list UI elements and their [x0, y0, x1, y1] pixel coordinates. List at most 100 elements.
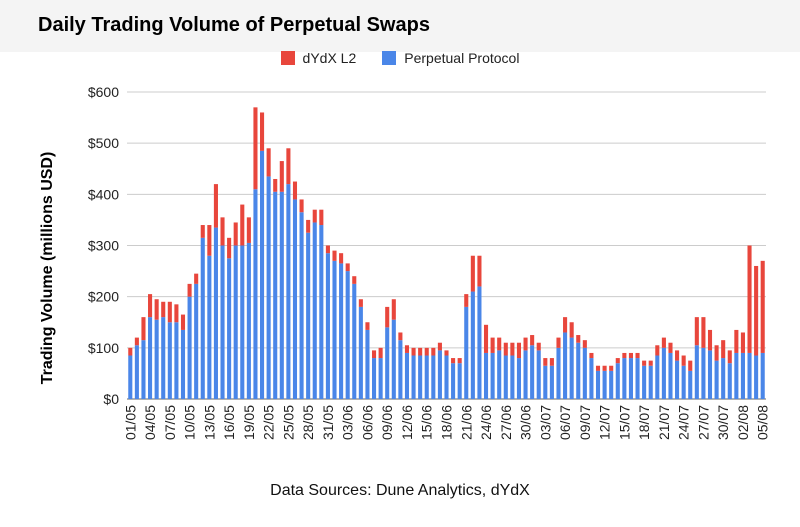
bar-dydx-l2: [134, 337, 139, 346]
bar-dydx-l2: [549, 358, 554, 366]
bar-dydx-l2: [576, 335, 581, 343]
x-tick-label: 12/07: [597, 405, 613, 440]
bar-dydx-l2: [694, 317, 699, 346]
bar-dydx-l2: [470, 255, 475, 292]
bar-dydx-l2: [286, 148, 291, 185]
bar-perpetual-protocol: [530, 345, 535, 399]
bar-perpetual-protocol: [549, 365, 554, 399]
bar-dydx-l2: [207, 225, 212, 256]
x-tick-label: 28/05: [300, 405, 316, 440]
bar-dydx-l2: [628, 352, 633, 359]
bar-dydx-l2: [516, 342, 522, 359]
bar-perpetual-protocol: [319, 225, 324, 399]
bar-perpetual-protocol: [253, 189, 258, 399]
x-tick-label: 30/07: [715, 405, 731, 440]
bar-perpetual-protocol: [668, 352, 673, 399]
bar-dydx-l2: [325, 245, 330, 254]
bar-perpetual-protocol: [721, 358, 726, 399]
bar-dydx-l2: [213, 184, 218, 228]
bar-perpetual-protocol: [141, 340, 146, 399]
bar-dydx-l2: [385, 306, 390, 328]
bar-perpetual-protocol: [615, 363, 620, 399]
bar-dydx-l2: [339, 253, 344, 264]
bar-dydx-l2: [714, 345, 719, 361]
bar-dydx-l2: [220, 217, 225, 246]
x-tick-label: 31/05: [320, 405, 336, 440]
x-tick-label: 16/05: [221, 405, 237, 440]
bar-dydx-l2: [279, 161, 284, 192]
bar-perpetual-protocol: [385, 327, 390, 399]
bar-perpetual-protocol: [134, 345, 139, 399]
bar-dydx-l2: [352, 276, 357, 284]
bar-dydx-l2: [194, 273, 199, 284]
bar-dydx-l2: [642, 360, 647, 366]
bar-perpetual-protocol: [589, 358, 594, 399]
bar-perpetual-protocol: [411, 355, 416, 399]
x-tick-label: 05/08: [755, 405, 771, 440]
bars: [128, 107, 765, 399]
bar-perpetual-protocol: [734, 352, 739, 399]
bar-perpetual-protocol: [642, 365, 647, 399]
x-tick-label: 25/05: [280, 405, 296, 440]
x-tick-label: 15/06: [419, 405, 435, 440]
bar-perpetual-protocol: [213, 227, 218, 399]
bar-perpetual-protocol: [470, 291, 475, 399]
bar-perpetual-protocol: [457, 363, 462, 399]
bar-perpetual-protocol: [332, 260, 337, 399]
bar-dydx-l2: [200, 225, 205, 238]
bar-perpetual-protocol: [279, 191, 284, 399]
x-tick-label: 30/06: [518, 405, 534, 440]
x-tick-label: 27/07: [695, 405, 711, 440]
stacked-bar-chart: $0 $100 $200 $300 $400 $500 $600 01/05 04/05 07/…: [39, 84, 771, 440]
bar-dydx-l2: [431, 347, 436, 356]
y-axis-ticks: $0 $100 $200 $300 $400 $500 $600: [88, 84, 119, 407]
legend-item-perp: Perpetual Protocol: [382, 50, 519, 66]
bar-perpetual-protocol: [378, 358, 383, 399]
bar-perpetual-protocol: [688, 370, 693, 399]
bar-perpetual-protocol: [398, 340, 403, 399]
bar-dydx-l2: [503, 342, 508, 356]
bar-perpetual-protocol: [569, 337, 574, 399]
y-tick-label: $0: [103, 391, 119, 407]
bar-dydx-l2: [543, 358, 548, 366]
y-tick-label: $300: [88, 238, 119, 254]
bar-dydx-l2: [727, 350, 732, 364]
bar-dydx-l2: [707, 329, 713, 351]
bar-perpetual-protocol: [128, 355, 133, 399]
bar-perpetual-protocol: [648, 365, 653, 399]
bar-perpetual-protocol: [273, 191, 278, 399]
bar-dydx-l2: [477, 255, 482, 287]
bar-perpetual-protocol: [292, 199, 298, 399]
bar-dydx-l2: [490, 337, 495, 353]
x-tick-label: 27/06: [498, 405, 514, 440]
bar-dydx-l2: [332, 250, 337, 261]
bar-dydx-l2: [404, 345, 410, 353]
bar-dydx-l2: [266, 148, 271, 177]
bar-perpetual-protocol: [628, 358, 633, 399]
y-tick-label: $400: [88, 186, 119, 202]
bar-perpetual-protocol: [635, 358, 640, 399]
bar-perpetual-protocol: [299, 212, 304, 399]
y-tick-label: $100: [88, 340, 119, 356]
bar-dydx-l2: [128, 347, 133, 356]
bar-dydx-l2: [688, 360, 693, 371]
bar-perpetual-protocol: [187, 296, 192, 399]
bar-perpetual-protocol: [174, 322, 179, 399]
x-tick-label: 19/05: [241, 405, 257, 440]
bar-dydx-l2: [530, 335, 535, 346]
bar-dydx-l2: [681, 355, 686, 366]
bar-perpetual-protocol: [312, 222, 317, 399]
bar-dydx-l2: [754, 265, 759, 356]
bar-dydx-l2: [569, 322, 574, 338]
y-axis-label: Trading Volume (millions USD): [39, 152, 56, 385]
bar-dydx-l2: [378, 347, 383, 359]
bar-perpetual-protocol: [582, 347, 587, 399]
bar-perpetual-protocol: [523, 350, 528, 399]
bar-dydx-l2: [444, 350, 449, 356]
bar-perpetual-protocol: [266, 176, 271, 399]
bar-perpetual-protocol: [451, 363, 456, 399]
x-tick-label: 21/07: [656, 405, 672, 440]
x-tick-label: 02/08: [735, 405, 751, 440]
bar-dydx-l2: [747, 245, 752, 353]
bar-perpetual-protocol: [510, 355, 515, 399]
